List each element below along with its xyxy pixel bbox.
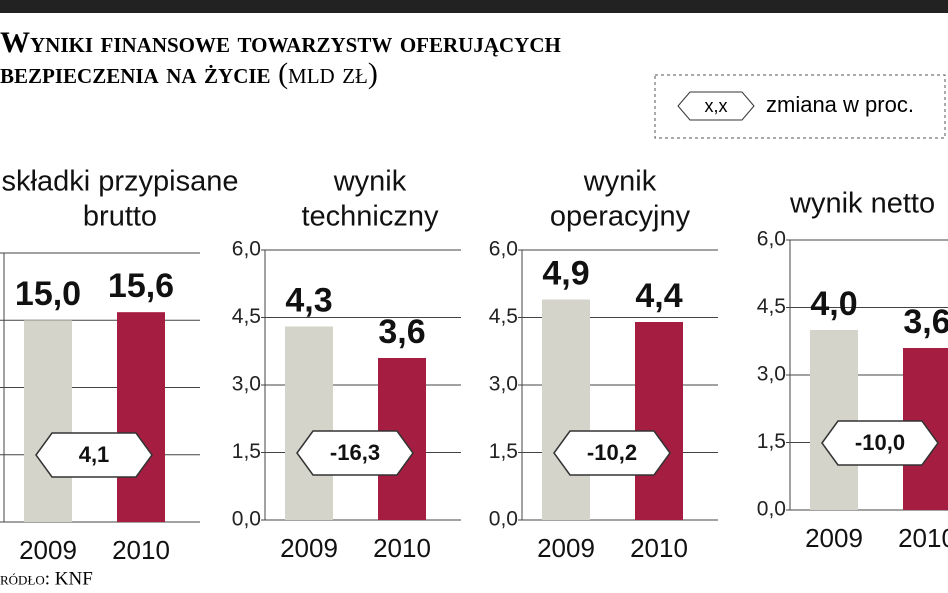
title-line: bezpieczenia na życie (mld zł) [0,57,378,90]
value-label: 4,9 [542,254,589,292]
y-tick-label: 6,0 [757,228,786,251]
chart-title: wynik [583,166,657,198]
x-tick-label: 2009 [19,535,77,565]
value-label: 3,6 [378,313,425,351]
change-badge [296,430,414,476]
y-tick-label: 3,0 [232,373,261,396]
value-label: 15,6 [108,267,174,305]
change-badge [553,430,671,476]
chart-title: wynik [333,166,407,198]
y-tick-label: 0,0 [489,508,518,531]
bar [24,320,72,522]
y-tick-label: 1,5 [757,430,786,453]
y-tick-label: 4,5 [489,305,518,328]
legend-sample: x,x [704,96,727,116]
y-tick-label: 0,0 [232,508,261,531]
x-tick-label: 2009 [280,533,338,563]
y-tick-label: 4,5 [757,295,786,318]
y-tick-label: 3,0 [489,373,518,396]
change-label: 4,1 [79,442,110,467]
value-label: 4,0 [810,285,857,323]
chart-title: składki przypisane [2,166,239,198]
bar [285,326,333,520]
change-label: -10,2 [587,440,637,465]
legend-box [654,74,946,139]
x-tick-label: 2009 [537,533,595,563]
chart-title: techniczny [301,201,439,233]
y-tick-label: 1,5 [489,440,518,463]
change-label: -10,0 [855,430,905,455]
chart-title: wynik netto [789,188,935,220]
value-label: 4,4 [635,277,682,315]
x-tick-label: 2010 [630,533,688,563]
y-tick-label: 0,0 [757,498,786,521]
title-line: Wyniki finansowe towarzystw oferujących [0,26,561,59]
y-tick-label: 6,0 [232,238,261,261]
bar [810,330,858,510]
top-band [0,0,948,13]
y-tick-label: 1,5 [232,440,261,463]
value-label: 4,3 [285,281,332,319]
legend-text: zmiana w proc. [766,92,914,117]
x-tick-label: 2010 [112,535,170,565]
y-tick-label: 6,0 [489,238,518,261]
y-tick-label: 4,5 [232,305,261,328]
y-tick-label: 3,0 [757,363,786,386]
x-tick-label: 2009 [805,523,863,553]
value-label: 3,6 [903,303,948,341]
bar [542,299,590,520]
chart-title: operacyjny [550,201,691,233]
change-label: -16,3 [330,440,380,465]
x-tick-label: 2010 [898,523,948,553]
change-badge [35,432,153,478]
bar [117,312,165,522]
bar [635,322,683,520]
value-label: 15,0 [15,275,81,313]
title-text: bezpieczenia na życie [0,57,271,90]
unit: (mld zł) [278,57,378,90]
change-badge [821,420,939,466]
legend-badge [677,91,755,121]
chart-title: brutto [83,201,157,233]
x-tick-label: 2010 [373,533,431,563]
source: ródło: KNF [0,568,93,589]
